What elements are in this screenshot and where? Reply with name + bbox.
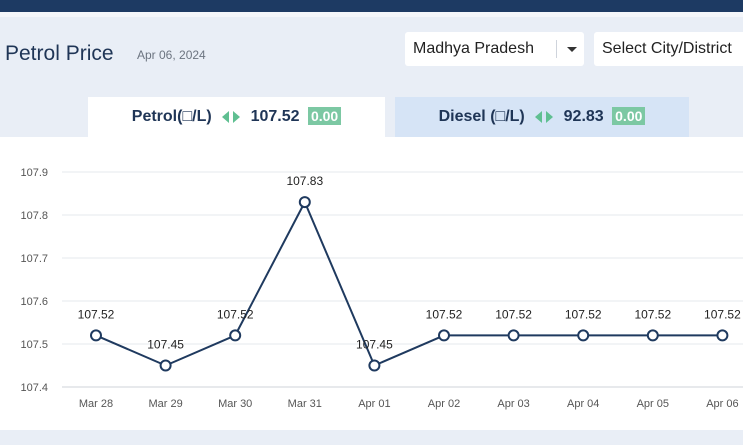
y-tick-label: 107.7: [20, 253, 48, 265]
data-label: 107.45: [356, 338, 393, 352]
series-line: [95, 201, 723, 367]
page-bottom-strip: [0, 430, 743, 445]
tab-petrol-label: Petrol(□/L): [131, 108, 212, 125]
x-tick-label: Apr 05: [637, 398, 669, 410]
data-point: [507, 329, 520, 342]
x-tick-label: Apr 03: [497, 398, 529, 410]
x-tick-label: Apr 04: [567, 398, 599, 410]
data-point: [646, 329, 659, 342]
price-change-arrows-icon: [220, 110, 242, 124]
y-tick-label: 107.5: [20, 339, 48, 351]
y-tick-label: 107.9: [20, 167, 48, 179]
data-label: 107.52: [78, 307, 115, 321]
data-point: [229, 329, 242, 342]
data-label: 107.52: [217, 307, 254, 321]
tab-petrol-price: 107.52: [250, 108, 300, 125]
price-date: Apr 06, 2024: [137, 48, 206, 62]
price-line-chart: 107.9 107.8 107.7 107.6 107.5 107.4 Mar 28 Mar …: [20, 167, 743, 410]
data-label: 107.83: [286, 174, 323, 188]
tab-diesel-price: 92.83: [563, 108, 604, 125]
state-select-value: Madhya Pradesh: [413, 40, 534, 57]
x-tick-label: Apr 01: [358, 398, 390, 410]
data-label: 107.52: [426, 307, 463, 321]
data-point: [90, 329, 102, 342]
y-tick-label: 107.4: [20, 382, 48, 394]
page-title: Petrol Price: [5, 42, 114, 65]
tab-petrol[interactable]: Petrol(□/L) 107.52 0.00: [88, 97, 385, 137]
top-bar-divider: [0, 12, 743, 17]
data-label: 107.52: [565, 307, 602, 321]
state-select[interactable]: Madhya Pradesh: [405, 32, 584, 66]
data-label: 107.52: [704, 307, 741, 321]
data-label: 107.52: [634, 307, 671, 321]
y-tick-label: 107.8: [20, 210, 48, 222]
y-tick-label: 107.6: [20, 296, 48, 308]
city-select-placeholder: Select City/District: [602, 40, 732, 57]
data-point: [438, 329, 450, 342]
x-tick-label: Mar 31: [288, 398, 322, 410]
data-point: [159, 359, 172, 372]
tab-diesel[interactable]: Diesel (□/L) 92.83 0.00: [395, 97, 689, 137]
data-label: 107.45: [147, 338, 184, 352]
data-point: [298, 196, 311, 209]
x-tick-label: Apr 02: [428, 398, 460, 410]
city-select[interactable]: Select City/District: [594, 32, 743, 66]
select-divider: [556, 40, 557, 58]
data-point: [368, 359, 381, 372]
price-change-arrows-icon: [533, 110, 555, 124]
x-tick-label: Apr 06: [706, 398, 738, 410]
tab-diesel-label: Diesel (□/L): [438, 108, 525, 125]
x-tick-label: Mar 30: [218, 398, 252, 410]
top-navigation-bar: [0, 0, 743, 12]
data-point: [577, 329, 590, 342]
data-point: [716, 329, 729, 342]
x-tick-label: Mar 29: [148, 398, 182, 410]
diesel-change-badge: 0.00: [612, 106, 646, 125]
data-label: 107.52: [495, 307, 532, 321]
petrol-change-badge: 0.00: [307, 106, 342, 125]
x-tick-label: Mar 28: [79, 398, 113, 410]
chevron-down-icon[interactable]: [567, 47, 577, 52]
price-chart-panel: 107.9 107.8 107.7 107.6 107.5 107.4 Mar 28 Mar …: [0, 137, 743, 430]
